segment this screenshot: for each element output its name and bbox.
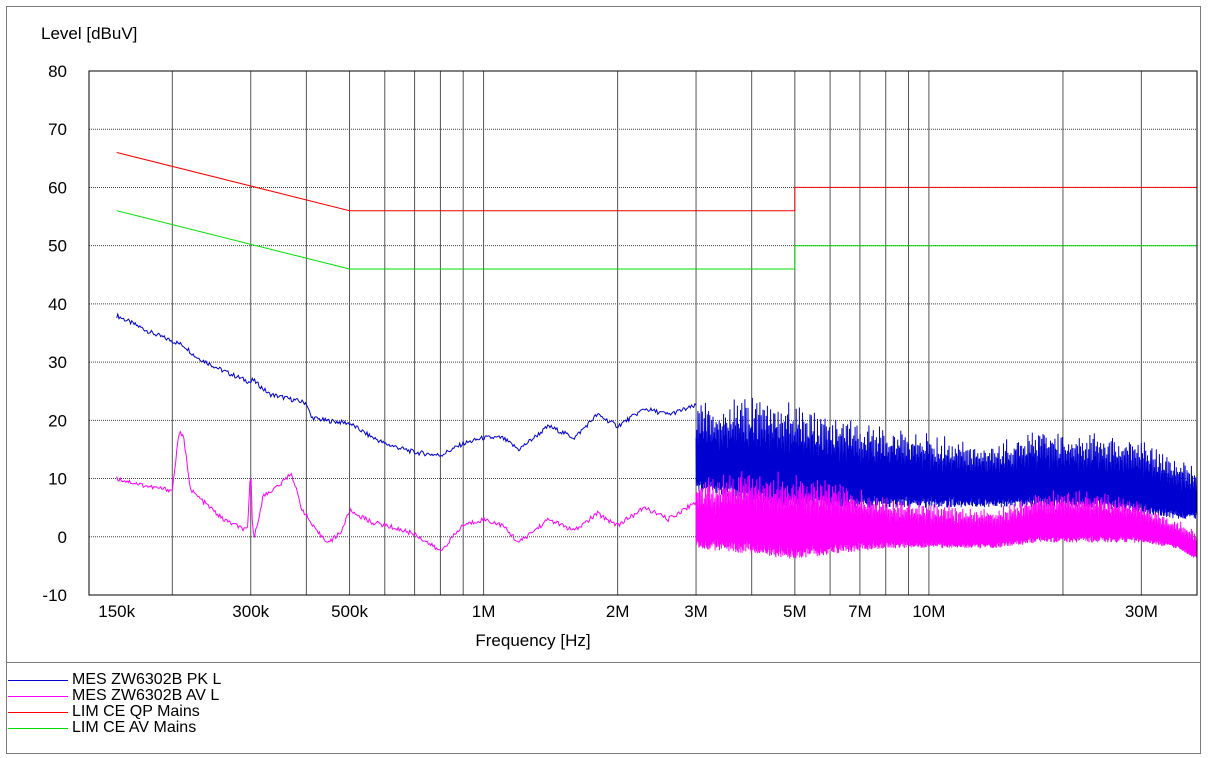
y-tick-label: 0 — [58, 528, 67, 547]
grid — [89, 71, 1197, 595]
series-envelope-0 — [695, 397, 1198, 519]
legend: MES ZW6302B PK L MES ZW6302B AV L LIM CE… — [8, 672, 221, 736]
series-line-0 — [116, 312, 697, 458]
legend-item-av-limit: LIM CE AV Mains — [8, 720, 221, 736]
series-line-2 — [116, 152, 1197, 212]
plot-border — [88, 70, 1198, 596]
x-tick-label: 3M — [684, 602, 708, 621]
series-line-1 — [116, 430, 697, 552]
x-tick-label: 10M — [912, 602, 945, 621]
legend-label-av-limit: LIM CE AV Mains — [72, 719, 197, 736]
tick-labels: 80 70 60 50 40 30 20 10 0 -10 150k 300k 500k 1M 2M 3M 5M… — [42, 62, 1157, 621]
legend-swatch-av — [8, 695, 68, 697]
y-tick-label: 20 — [48, 411, 67, 430]
legend-swatch-qp-limit — [8, 711, 68, 713]
legend-label-pk: MES ZW6302B PK L — [72, 671, 222, 688]
x-tick-label: 150k — [98, 602, 135, 621]
legend-swatch-pk — [8, 679, 68, 681]
legend-item-qp-limit: LIM CE QP Mains — [8, 704, 221, 720]
x-axis-label: Frequency [Hz] — [475, 631, 590, 650]
legend-label-qp-limit: LIM CE QP Mains — [72, 703, 200, 720]
emission-chart: Level [dBuV] 80 70 60 50 40 30 20 10 0 -10 150k 300… — [41, 24, 1198, 650]
x-tick-label: 5M — [783, 602, 807, 621]
legend-separator — [6, 662, 1201, 663]
y-tick-label: 50 — [48, 237, 67, 256]
x-tick-label: 30M — [1125, 602, 1158, 621]
x-tick-label: 2M — [606, 602, 630, 621]
chart-frame: Level [dBuV] 80 70 60 50 40 30 20 10 0 -10 150k 300… — [6, 6, 1201, 754]
legend-swatch-av-limit — [8, 727, 68, 729]
series-line-3 — [116, 210, 1197, 270]
legend-item-av: MES ZW6302B AV L — [8, 688, 221, 704]
y-tick-label: 60 — [48, 178, 67, 197]
y-tick-label: 30 — [48, 353, 67, 372]
x-tick-label: 500k — [331, 602, 368, 621]
y-tick-label: 80 — [48, 62, 67, 81]
series-group — [116, 152, 1198, 559]
x-tick-label: 1M — [472, 602, 496, 621]
series-envelope-1 — [695, 471, 1198, 559]
legend-item-pk: MES ZW6302B PK L — [8, 672, 221, 688]
y-tick-label: -10 — [42, 586, 67, 605]
y-tick-label: 70 — [48, 120, 67, 139]
x-tick-label: 7M — [848, 602, 872, 621]
legend-label-av: MES ZW6302B AV L — [72, 687, 220, 704]
y-axis-label: Level [dBuV] — [41, 24, 137, 43]
y-tick-label: 10 — [48, 470, 67, 489]
y-tick-label: 40 — [48, 295, 67, 314]
x-tick-label: 300k — [232, 602, 269, 621]
